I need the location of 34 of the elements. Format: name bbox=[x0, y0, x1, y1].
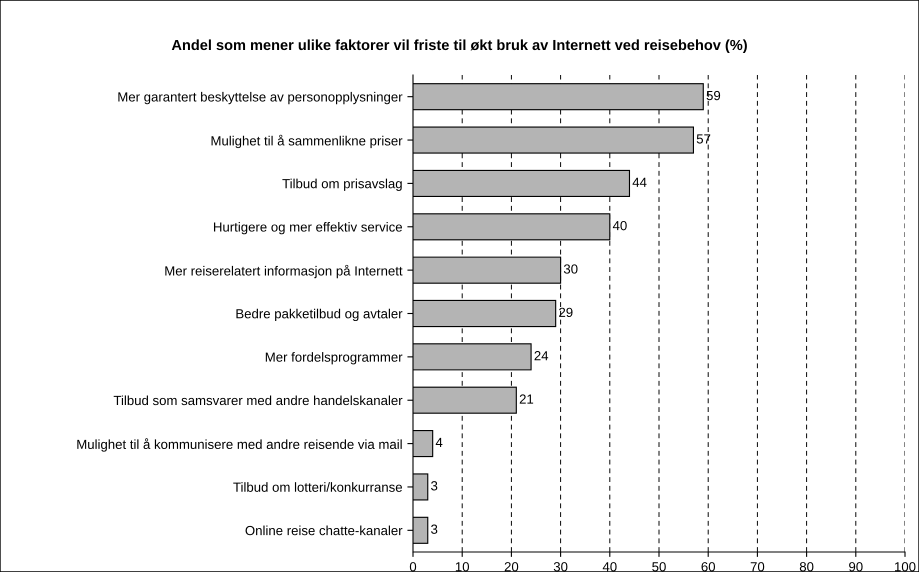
y-tick-label: Mulighet til å kommunisere med andre reisende via mail bbox=[77, 438, 402, 452]
x-tick-label: 80 bbox=[800, 562, 814, 572]
y-tick-label: Bedre pakketilbud og avtaler bbox=[236, 308, 402, 322]
y-tick-label: Tilbud som samsvarer med andre handelskanaler bbox=[114, 395, 402, 406]
y-tick-label: Online reise chatte-kanaler bbox=[246, 526, 402, 536]
x-tick-label: 90 bbox=[849, 562, 863, 572]
y-tick-label: Tilbud om lotteri/konkurranse bbox=[233, 482, 402, 492]
data-label: 29 bbox=[559, 308, 573, 318]
x-tick-label: 10 bbox=[456, 562, 470, 572]
x-tick-label: 100 bbox=[895, 562, 916, 572]
y-tick-label: Mer reiserelatert informasjon på Internett bbox=[165, 264, 403, 278]
data-label: 59 bbox=[706, 90, 720, 100]
data-label: 21 bbox=[520, 394, 534, 404]
x-tick-label: 50 bbox=[652, 562, 666, 572]
data-label: 24 bbox=[534, 351, 548, 360]
data-label: 3 bbox=[431, 481, 438, 490]
data-label: 57 bbox=[696, 134, 710, 144]
x-tick-label: 40 bbox=[602, 562, 617, 572]
x-tick-label: 30 bbox=[554, 562, 568, 572]
x-tick-label: 60 bbox=[702, 562, 716, 572]
x-tick-label: 20 bbox=[504, 562, 518, 572]
x-tick-label: 70 bbox=[750, 562, 764, 572]
data-label: 4 bbox=[436, 438, 442, 448]
data-label: 40 bbox=[612, 220, 627, 230]
y-tick-label: Mulighet til å sammenlikne priser bbox=[212, 134, 402, 148]
chart-title: Andel som mener ulike faktorer vil friste til økt bruk av Internett ved reisebehov (%) bbox=[172, 39, 747, 54]
y-tick-label: Mer fordelsprogrammer bbox=[266, 352, 402, 364]
y-tick-label: Hurtigere og mer effektiv service bbox=[214, 222, 402, 234]
y-tick-label: Mer garantert beskyttelse av personopplysninger bbox=[118, 92, 402, 104]
y-tick-label: Tilbud om prisavslag bbox=[282, 178, 402, 191]
x-tick-label: 0 bbox=[410, 562, 416, 572]
data-label: 44 bbox=[632, 178, 647, 187]
data-label: 3 bbox=[431, 524, 438, 534]
data-label: 30 bbox=[564, 264, 578, 274]
